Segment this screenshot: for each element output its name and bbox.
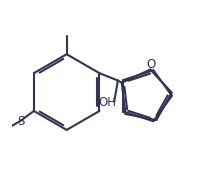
Text: S: S [17, 115, 24, 128]
Text: OH: OH [98, 96, 116, 109]
Text: O: O [147, 58, 156, 71]
